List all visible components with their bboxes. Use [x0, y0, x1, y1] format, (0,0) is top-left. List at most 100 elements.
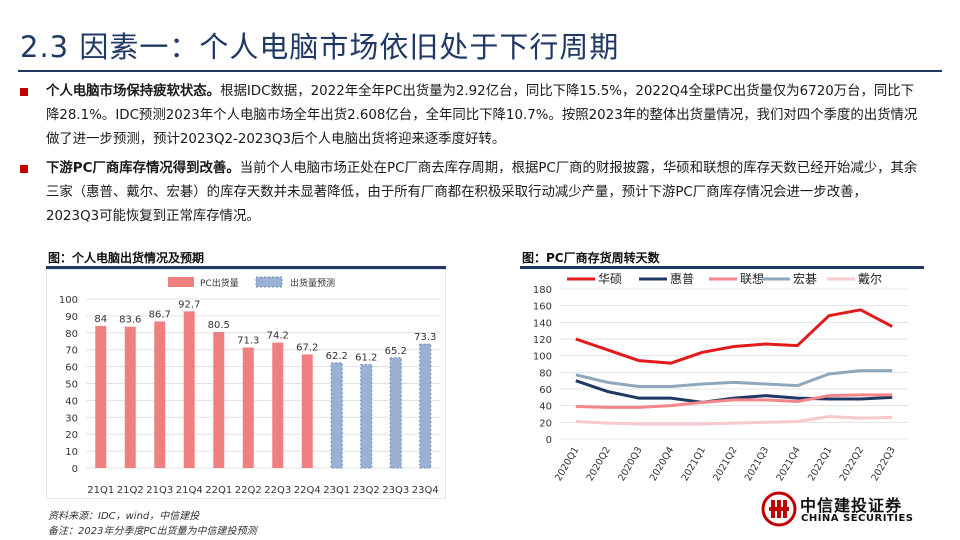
- x-tick-label: 23Q2: [353, 485, 380, 496]
- logo-cn-text: 中信建投证券: [800, 496, 903, 515]
- y-tick-label: 30: [65, 413, 78, 424]
- y-tick-label: 0: [546, 435, 552, 446]
- bar-value-label: 71.3: [237, 336, 259, 347]
- bar-actual: [154, 321, 166, 468]
- x-tick-label: 2021Q4: [774, 445, 802, 483]
- source-note: 资料来源：IDC，wind，中信建投: [48, 511, 200, 522]
- series-line-4: [575, 415, 893, 426]
- y-tick-label: 20: [539, 418, 552, 429]
- legend-label: 联想: [740, 271, 764, 286]
- legend-label: 戴尔: [858, 271, 882, 286]
- y-tick-label: 20: [65, 430, 78, 441]
- x-tick-label: 2021Q1: [680, 445, 708, 483]
- logo-emblem-icon: [761, 491, 797, 527]
- x-tick-label: 21Q1: [87, 485, 114, 496]
- bar-forecast: [360, 364, 373, 469]
- bar-actual: [95, 326, 107, 468]
- legend-swatch-forecast: [255, 276, 283, 288]
- bar-actual: [183, 311, 195, 468]
- bar-value-label: 73.3: [414, 332, 436, 343]
- bar-forecast: [330, 362, 343, 469]
- bar-actual: [124, 326, 136, 468]
- x-tick-label: 23Q3: [382, 485, 409, 496]
- bar-value-label: 92.7: [178, 299, 200, 310]
- y-tick-label: 10: [65, 447, 78, 458]
- bar-value-label: 80.5: [208, 320, 230, 331]
- bullet-lead: 下游PC厂商库存情况得到改善。: [46, 161, 240, 176]
- x-tick-label: 2021Q2: [711, 445, 739, 483]
- left-chart-title: 图：个人电脑出货情况及预期: [48, 251, 205, 265]
- square-bullet-icon: [20, 88, 28, 96]
- y-tick-label: 70: [65, 346, 78, 357]
- series-line-0: [575, 308, 893, 365]
- y-tick-label: 60: [65, 363, 78, 374]
- x-tick-label: 22Q3: [264, 485, 291, 496]
- legend-label: 宏碁: [793, 271, 817, 286]
- bullet-body: 根据IDC数据，2022年全年PC出货量为2.92亿台，同比下降15.5%，20…: [46, 84, 918, 147]
- x-tick-label: 22Q4: [294, 485, 321, 496]
- bar-chart: 0 10 20 30 40 50 60 70 80 90 100 84 21Q1 83.6 21Q2 86.7…: [59, 276, 440, 496]
- remark-note: 备注：2023年分季度PC出货量为中信建投预测: [48, 526, 257, 537]
- legend-label: 惠普: [670, 272, 694, 286]
- y-tick-label: 140: [533, 318, 552, 329]
- x-tick-label: 21Q3: [146, 485, 173, 496]
- page-title: 2.3 因素一：个人电脑市场依旧处于下行周期: [20, 30, 620, 64]
- x-tick-label: 2022Q3: [869, 445, 897, 483]
- y-tick-label: 90: [65, 312, 78, 323]
- bar-value-label: 86.7: [149, 309, 171, 320]
- y-tick-label: 0: [72, 464, 78, 475]
- x-tick-label: 2021Q3: [743, 445, 771, 483]
- right-chart-rule: [520, 266, 924, 269]
- x-tick-label: 2020Q4: [648, 445, 676, 483]
- y-tick-label: 160: [533, 302, 552, 313]
- y-tick-label: 60: [539, 385, 552, 396]
- legend-label: 华硕: [598, 272, 622, 286]
- bar-value-label: 74.2: [267, 331, 289, 342]
- bar-forecast: [389, 357, 402, 469]
- x-tick-label: 2020Q3: [616, 445, 644, 483]
- series-line-1: [575, 379, 893, 404]
- bar-forecast: [419, 343, 432, 469]
- bar-value-label: 62.2: [326, 351, 348, 362]
- y-tick-label: 80: [539, 368, 552, 379]
- legend-label-forecast: 出货量预测: [290, 277, 335, 289]
- left-chart-frame: [46, 269, 446, 499]
- y-tick-label: 100: [533, 352, 552, 363]
- bullet-list: 个人电脑市场保持疲软状态。根据IDC数据，2022年全年PC出货量为2.92亿台…: [20, 80, 918, 234]
- title-divider: [18, 70, 942, 72]
- x-tick-label: 22Q1: [205, 485, 232, 496]
- x-tick-label: 2022Q1: [806, 445, 834, 483]
- x-tick-label: 21Q4: [176, 485, 203, 496]
- x-tick-label: 21Q2: [117, 485, 144, 496]
- x-tick-label: 23Q4: [412, 485, 439, 496]
- series-line-3: [575, 369, 893, 388]
- bar-actual: [213, 331, 225, 468]
- bar-actual: [242, 347, 254, 468]
- y-tick-label: 50: [65, 380, 78, 391]
- bar-value-label: 84: [94, 314, 107, 325]
- bullet-item: 下游PC厂商库存情况得到改善。当前个人电脑市场正处在PC厂商去库存周期，根据PC…: [20, 157, 918, 229]
- x-tick-label: 2020Q1: [553, 445, 581, 483]
- company-logo: 中信建投证券 CHINA SECURITIES: [760, 490, 920, 530]
- bar-actual: [301, 354, 313, 468]
- legend-swatch-actual: [168, 277, 194, 287]
- x-tick-label: 2022Q2: [838, 445, 866, 483]
- y-tick-label: 40: [539, 402, 552, 413]
- y-tick-label: 100: [59, 295, 78, 306]
- bullet-item: 个人电脑市场保持疲软状态。根据IDC数据，2022年全年PC出货量为2.92亿台…: [20, 80, 918, 152]
- bar-value-label: 83.6: [119, 315, 141, 326]
- bar-value-label: 65.2: [385, 346, 407, 357]
- y-tick-label: 40: [65, 396, 78, 407]
- series-line-2: [575, 393, 893, 409]
- bar-value-label: 67.2: [296, 342, 318, 353]
- bar-actual: [272, 342, 284, 468]
- bullet-lead: 个人电脑市场保持疲软状态。: [46, 84, 221, 99]
- y-tick-label: 120: [533, 335, 552, 346]
- bar-value-label: 61.2: [355, 353, 377, 364]
- legend-label-actual: PC出货量: [200, 277, 239, 289]
- x-tick-label: 23Q1: [323, 485, 350, 496]
- bullet-body: 当前个人电脑市场正处在PC厂商去库存周期，根据PC厂商的财报披露，华硕和联想的库…: [46, 161, 918, 224]
- x-tick-label: 22Q2: [235, 485, 262, 496]
- logo-en-text: CHINA SECURITIES: [801, 513, 914, 524]
- right-chart-title: 图：PC厂商存货周转天数: [522, 251, 660, 265]
